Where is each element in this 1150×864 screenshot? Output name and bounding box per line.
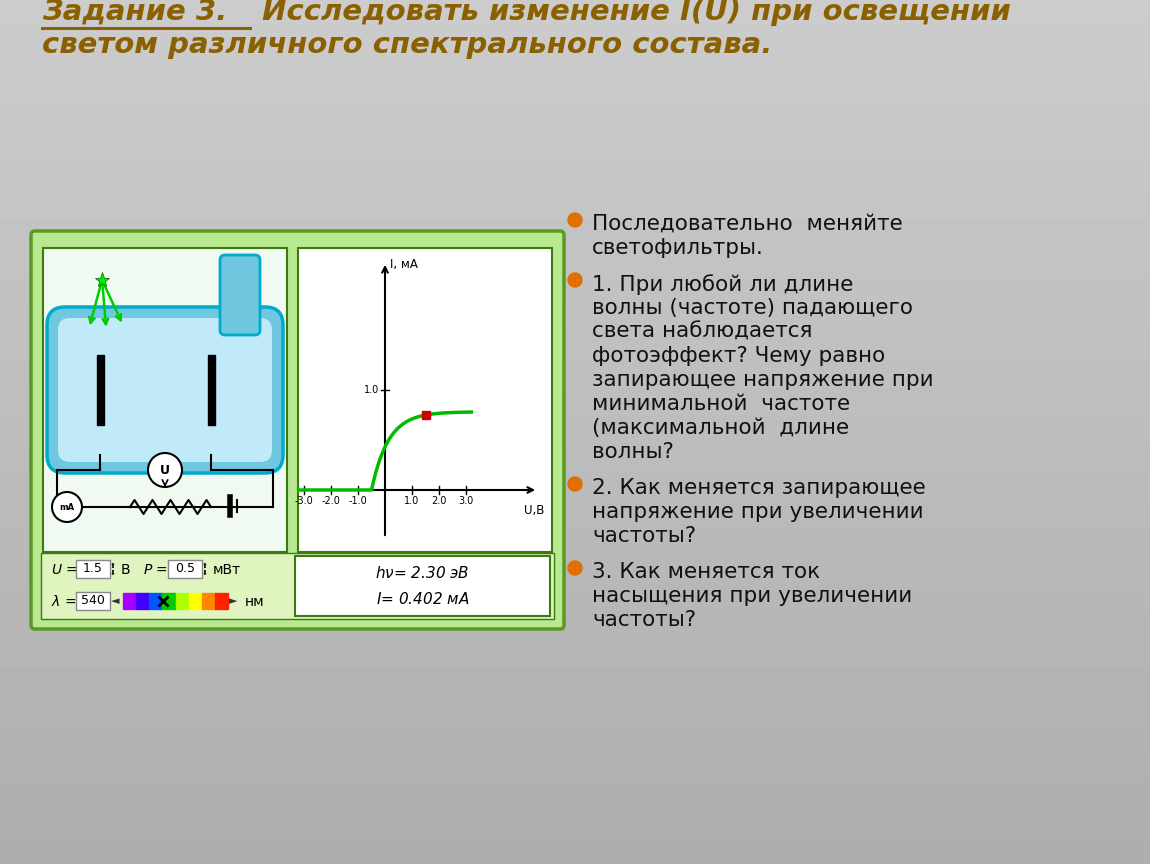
FancyBboxPatch shape bbox=[31, 231, 563, 629]
Text: Задание 3.: Задание 3. bbox=[43, 0, 228, 26]
Bar bbox=[215, 593, 228, 609]
Bar bbox=[189, 593, 201, 609]
FancyBboxPatch shape bbox=[220, 255, 260, 335]
Text: -2.0: -2.0 bbox=[322, 496, 340, 506]
Text: $U$ =: $U$ = bbox=[51, 563, 78, 577]
Text: В: В bbox=[121, 563, 131, 577]
Circle shape bbox=[148, 453, 182, 487]
Bar bbox=[176, 593, 189, 609]
FancyBboxPatch shape bbox=[41, 553, 554, 619]
Text: волны?: волны? bbox=[592, 442, 674, 462]
FancyBboxPatch shape bbox=[296, 556, 550, 616]
Circle shape bbox=[568, 213, 582, 227]
Text: светофильтры.: светофильтры. bbox=[592, 238, 764, 258]
Text: 1.0: 1.0 bbox=[405, 496, 420, 506]
Text: фотоэффект? Чему равно: фотоэффект? Чему равно bbox=[592, 346, 886, 366]
Text: (максимальной  длине: (максимальной длине bbox=[592, 418, 849, 438]
Text: 1.5: 1.5 bbox=[83, 562, 104, 575]
Text: -1.0: -1.0 bbox=[348, 496, 367, 506]
Text: 1.0: 1.0 bbox=[363, 385, 380, 395]
Text: нм: нм bbox=[245, 595, 264, 609]
FancyBboxPatch shape bbox=[58, 318, 273, 462]
Bar bbox=[136, 593, 150, 609]
Text: Последовательно  меняйте: Последовательно меняйте bbox=[592, 214, 903, 234]
Text: частоты?: частоты? bbox=[592, 526, 696, 546]
FancyBboxPatch shape bbox=[47, 307, 283, 473]
Text: $h\nu$= 2.30 эВ: $h\nu$= 2.30 эВ bbox=[375, 565, 469, 581]
Text: запирающее напряжение при: запирающее напряжение при bbox=[592, 370, 934, 390]
Bar bbox=[97, 355, 104, 425]
Text: 2.0: 2.0 bbox=[431, 496, 446, 506]
Text: волны (частоте) падающего: волны (частоте) падающего bbox=[592, 298, 913, 318]
Circle shape bbox=[568, 561, 582, 575]
Text: насыщения при увеличении: насыщения при увеличении bbox=[592, 586, 912, 606]
Text: 2. Как меняется запирающее: 2. Как меняется запирающее bbox=[592, 478, 926, 498]
Text: U,B: U,B bbox=[523, 504, 544, 517]
Text: напряжение при увеличении: напряжение при увеличении bbox=[592, 502, 923, 522]
Bar bbox=[201, 593, 215, 609]
Bar bbox=[123, 593, 136, 609]
Text: 0.5: 0.5 bbox=[175, 562, 196, 575]
Text: $P$ =: $P$ = bbox=[143, 563, 168, 577]
FancyBboxPatch shape bbox=[168, 560, 202, 578]
Text: $I$= 0.402 мА: $I$= 0.402 мА bbox=[376, 591, 469, 607]
FancyBboxPatch shape bbox=[298, 248, 552, 552]
Circle shape bbox=[568, 477, 582, 491]
Text: mA: mA bbox=[60, 503, 75, 511]
Text: света наблюдается: света наблюдается bbox=[592, 322, 813, 342]
Text: ◄: ◄ bbox=[110, 596, 120, 606]
FancyBboxPatch shape bbox=[76, 560, 110, 578]
Bar bbox=[150, 593, 162, 609]
Text: минимальной  частоте: минимальной частоте bbox=[592, 394, 850, 414]
Text: $\lambda$ =: $\lambda$ = bbox=[51, 594, 76, 609]
Text: ►: ► bbox=[229, 596, 237, 606]
FancyBboxPatch shape bbox=[76, 592, 110, 610]
Circle shape bbox=[568, 273, 582, 287]
Text: Исследовать изменение I(U) при освещении: Исследовать изменение I(U) при освещении bbox=[252, 0, 1011, 26]
Text: мВт: мВт bbox=[213, 563, 242, 577]
Text: частоты?: частоты? bbox=[592, 610, 696, 630]
Bar bbox=[208, 355, 215, 425]
Text: U: U bbox=[160, 463, 170, 477]
Text: ⬆
⬇: ⬆ ⬇ bbox=[202, 562, 208, 575]
Text: светом различного спектрального состава.: светом различного спектрального состава. bbox=[43, 31, 773, 59]
Bar bbox=[162, 593, 176, 609]
Text: -3.0: -3.0 bbox=[294, 496, 313, 506]
Circle shape bbox=[52, 492, 82, 522]
Text: 3. Как меняется ток: 3. Как меняется ток bbox=[592, 562, 820, 582]
Text: 3.0: 3.0 bbox=[459, 496, 474, 506]
FancyBboxPatch shape bbox=[43, 248, 288, 552]
Text: ⬆
⬇: ⬆ ⬇ bbox=[110, 562, 116, 575]
Text: I, мА: I, мА bbox=[390, 258, 417, 271]
Text: 1. При любой ли длине: 1. При любой ли длине bbox=[592, 274, 853, 295]
Text: 540: 540 bbox=[81, 594, 105, 607]
